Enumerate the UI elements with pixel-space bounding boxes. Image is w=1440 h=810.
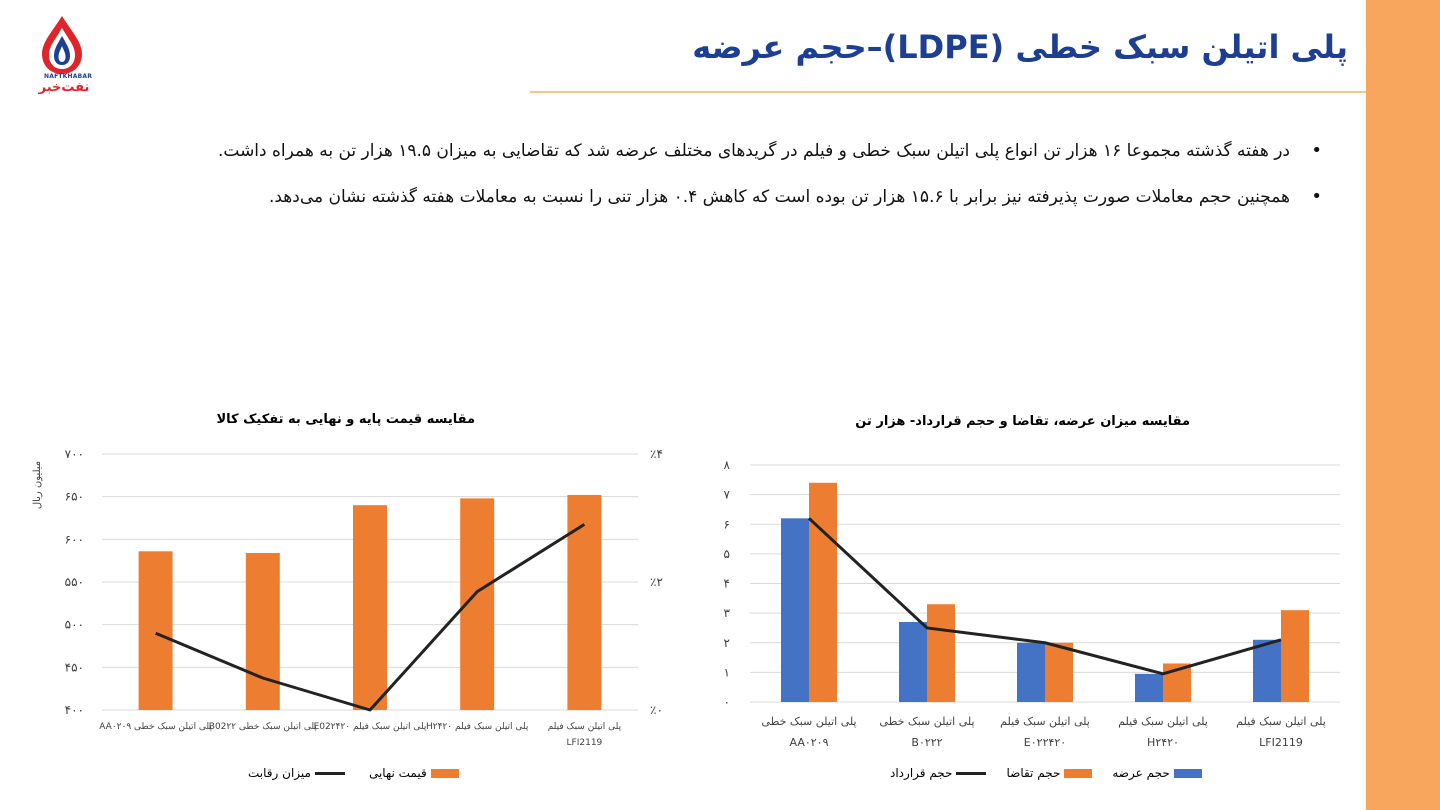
bar [567, 494, 602, 710]
bullet-item: همچنین حجم معاملات صورت پذیرفته نیز براب… [172, 174, 1322, 220]
legend-label: قیمت نهایی [368, 766, 427, 780]
legend-item: حجم قرارداد [890, 766, 987, 780]
y-axis-label: میلیون ریال [32, 461, 43, 509]
legend-item: حجم عرضه [1112, 766, 1202, 780]
legend-item: حجم تقاضا [1006, 766, 1093, 780]
legend-swatch-contract [956, 771, 987, 775]
y-tick-label: ۳ [724, 606, 731, 620]
bullet-list: در هفته گذشته مجموعا ۱۶ هزار تن انواع پل… [172, 128, 1322, 220]
bar [1253, 639, 1281, 702]
x-tick-label: پلی اتیلن سبک فیلم [548, 722, 622, 732]
price-chart-title: مقایسه قیمت پایه و نهایی به تفکیک کالا [216, 412, 475, 427]
y-tick-label: ۴۰۰ [65, 703, 84, 717]
bullet-item: در هفته گذشته مجموعا ۱۶ هزار تن انواع پل… [172, 128, 1322, 174]
y-tick-label: ۵۵۰ [65, 575, 84, 589]
volume-chart-title: مقایسه میزان عرضه، تقاضا و حجم قرارداد- … [855, 414, 1190, 429]
y-tick-label: ۲ [724, 636, 730, 650]
bar [1017, 642, 1045, 702]
y-tick-label: ۸ [724, 458, 731, 472]
x-tick-label: AA۰۲۰۹ [790, 736, 829, 749]
bar [1045, 642, 1073, 702]
price-chart: ۴۰۰ ۴۵۰ ۵۰۰ ۵۵۰ ۶۰۰ ۶۵۰ ۷۰۰ ٪۰ ٪۲ ٪۴ میلیون ریال پل… [32, 447, 663, 748]
page-title: پلی اتیلن سبک خطی (LDPE)–حجم عرضه [692, 28, 1348, 66]
x-tick-label: پلی اتیلن سبک خطی [879, 715, 974, 728]
bar [781, 518, 809, 702]
y-tick-label: ۷۰۰ [65, 447, 84, 461]
bar [1135, 673, 1163, 702]
y-tick-label: ۱ [724, 665, 730, 679]
legend-swatch-final-price [430, 768, 459, 778]
y-tick-label: ۶۵۰ [65, 490, 84, 504]
y-tick-label: ۰ [724, 695, 730, 709]
line-series [807, 517, 1282, 676]
logo-text-fa: نفت‌خبر [38, 80, 90, 95]
y-tick-label: ۶ [724, 517, 730, 531]
x-tick-label: پلی اتیلن سبک فیلم E02۲۴۲۰ [314, 722, 427, 732]
legend-swatch-supply [1173, 768, 1202, 778]
y2-tick-label: ٪۰ [650, 703, 663, 717]
price-chart-legend: قیمت نهایی میزان رقابت [248, 766, 459, 780]
legend-label: میزان رقابت [248, 766, 311, 780]
y-tick-label: ۷ [724, 488, 731, 502]
legend-swatch-competition [314, 771, 345, 775]
volume-chart-legend: حجم عرضه حجم تقاضا حجم قرارداد [890, 766, 1202, 780]
x-tick-label: پلی اتیلن سبک فیلم [1236, 715, 1326, 728]
x-tick-label: H۲۴۲۰ [1147, 736, 1179, 749]
x-tick-label: پلی اتیلن سبک خطی [761, 715, 856, 728]
x-tick-label: B۰۲۲۲ [911, 736, 942, 749]
bar [927, 604, 955, 702]
y2-tick-label: ٪۴ [650, 447, 663, 461]
y2-tick-label: ٪۲ [650, 575, 663, 589]
line-series [155, 523, 586, 712]
y-tick-label: ۵ [724, 547, 730, 561]
title-underline [530, 91, 1366, 93]
bar [353, 505, 387, 710]
y-tick-label: ۴ [724, 577, 730, 591]
right-accent-bar [1366, 0, 1440, 810]
x-tick-label: پلی اتیلن سبک فیلم [1118, 715, 1208, 728]
x-tick-label: پلی اتیلن سبک خطی AA۰۲۰۹ [99, 722, 212, 732]
x-tick-label: LFI2119 [1259, 736, 1303, 749]
bar [245, 552, 280, 710]
bar [1281, 610, 1309, 702]
naftkhabar-logo [30, 14, 100, 104]
bar [899, 622, 927, 702]
y-tick-label: ۴۵۰ [65, 660, 84, 674]
legend-item: میزان رقابت [248, 766, 345, 780]
legend-label: حجم قرارداد [890, 766, 953, 780]
y-tick-label: ۵۰۰ [65, 618, 84, 632]
volume-chart: ۰ ۱ ۲ ۳ ۴ ۵ ۶ ۷ ۸ پلی اتیلن سبک خطی AA۰۲۰۹ پلی اتیل… [724, 458, 1340, 749]
x-tick-label: پلی اتیلن سبک خطی B02۲۲ [209, 722, 318, 732]
logo-text-en: NAFTKHABAR [44, 73, 93, 80]
legend-item: قیمت نهایی [369, 766, 459, 780]
y-tick-label: ۶۰۰ [65, 532, 84, 546]
legend-swatch-demand [1064, 768, 1093, 778]
bar [809, 482, 837, 702]
bar [138, 551, 173, 710]
x-tick-label: E۰۲۲۴۲۰ [1024, 736, 1066, 749]
x-tick-label: پلی اتیلن سبک فیلم [1000, 715, 1090, 728]
legend-label: حجم عرضه [1112, 766, 1170, 780]
x-tick-label: پلی اتیلن سبک فیلم H۲۴۲۰ [426, 722, 529, 732]
x-tick-label: LFI2119 [567, 738, 603, 748]
legend-label: حجم تقاضا [1006, 766, 1061, 780]
